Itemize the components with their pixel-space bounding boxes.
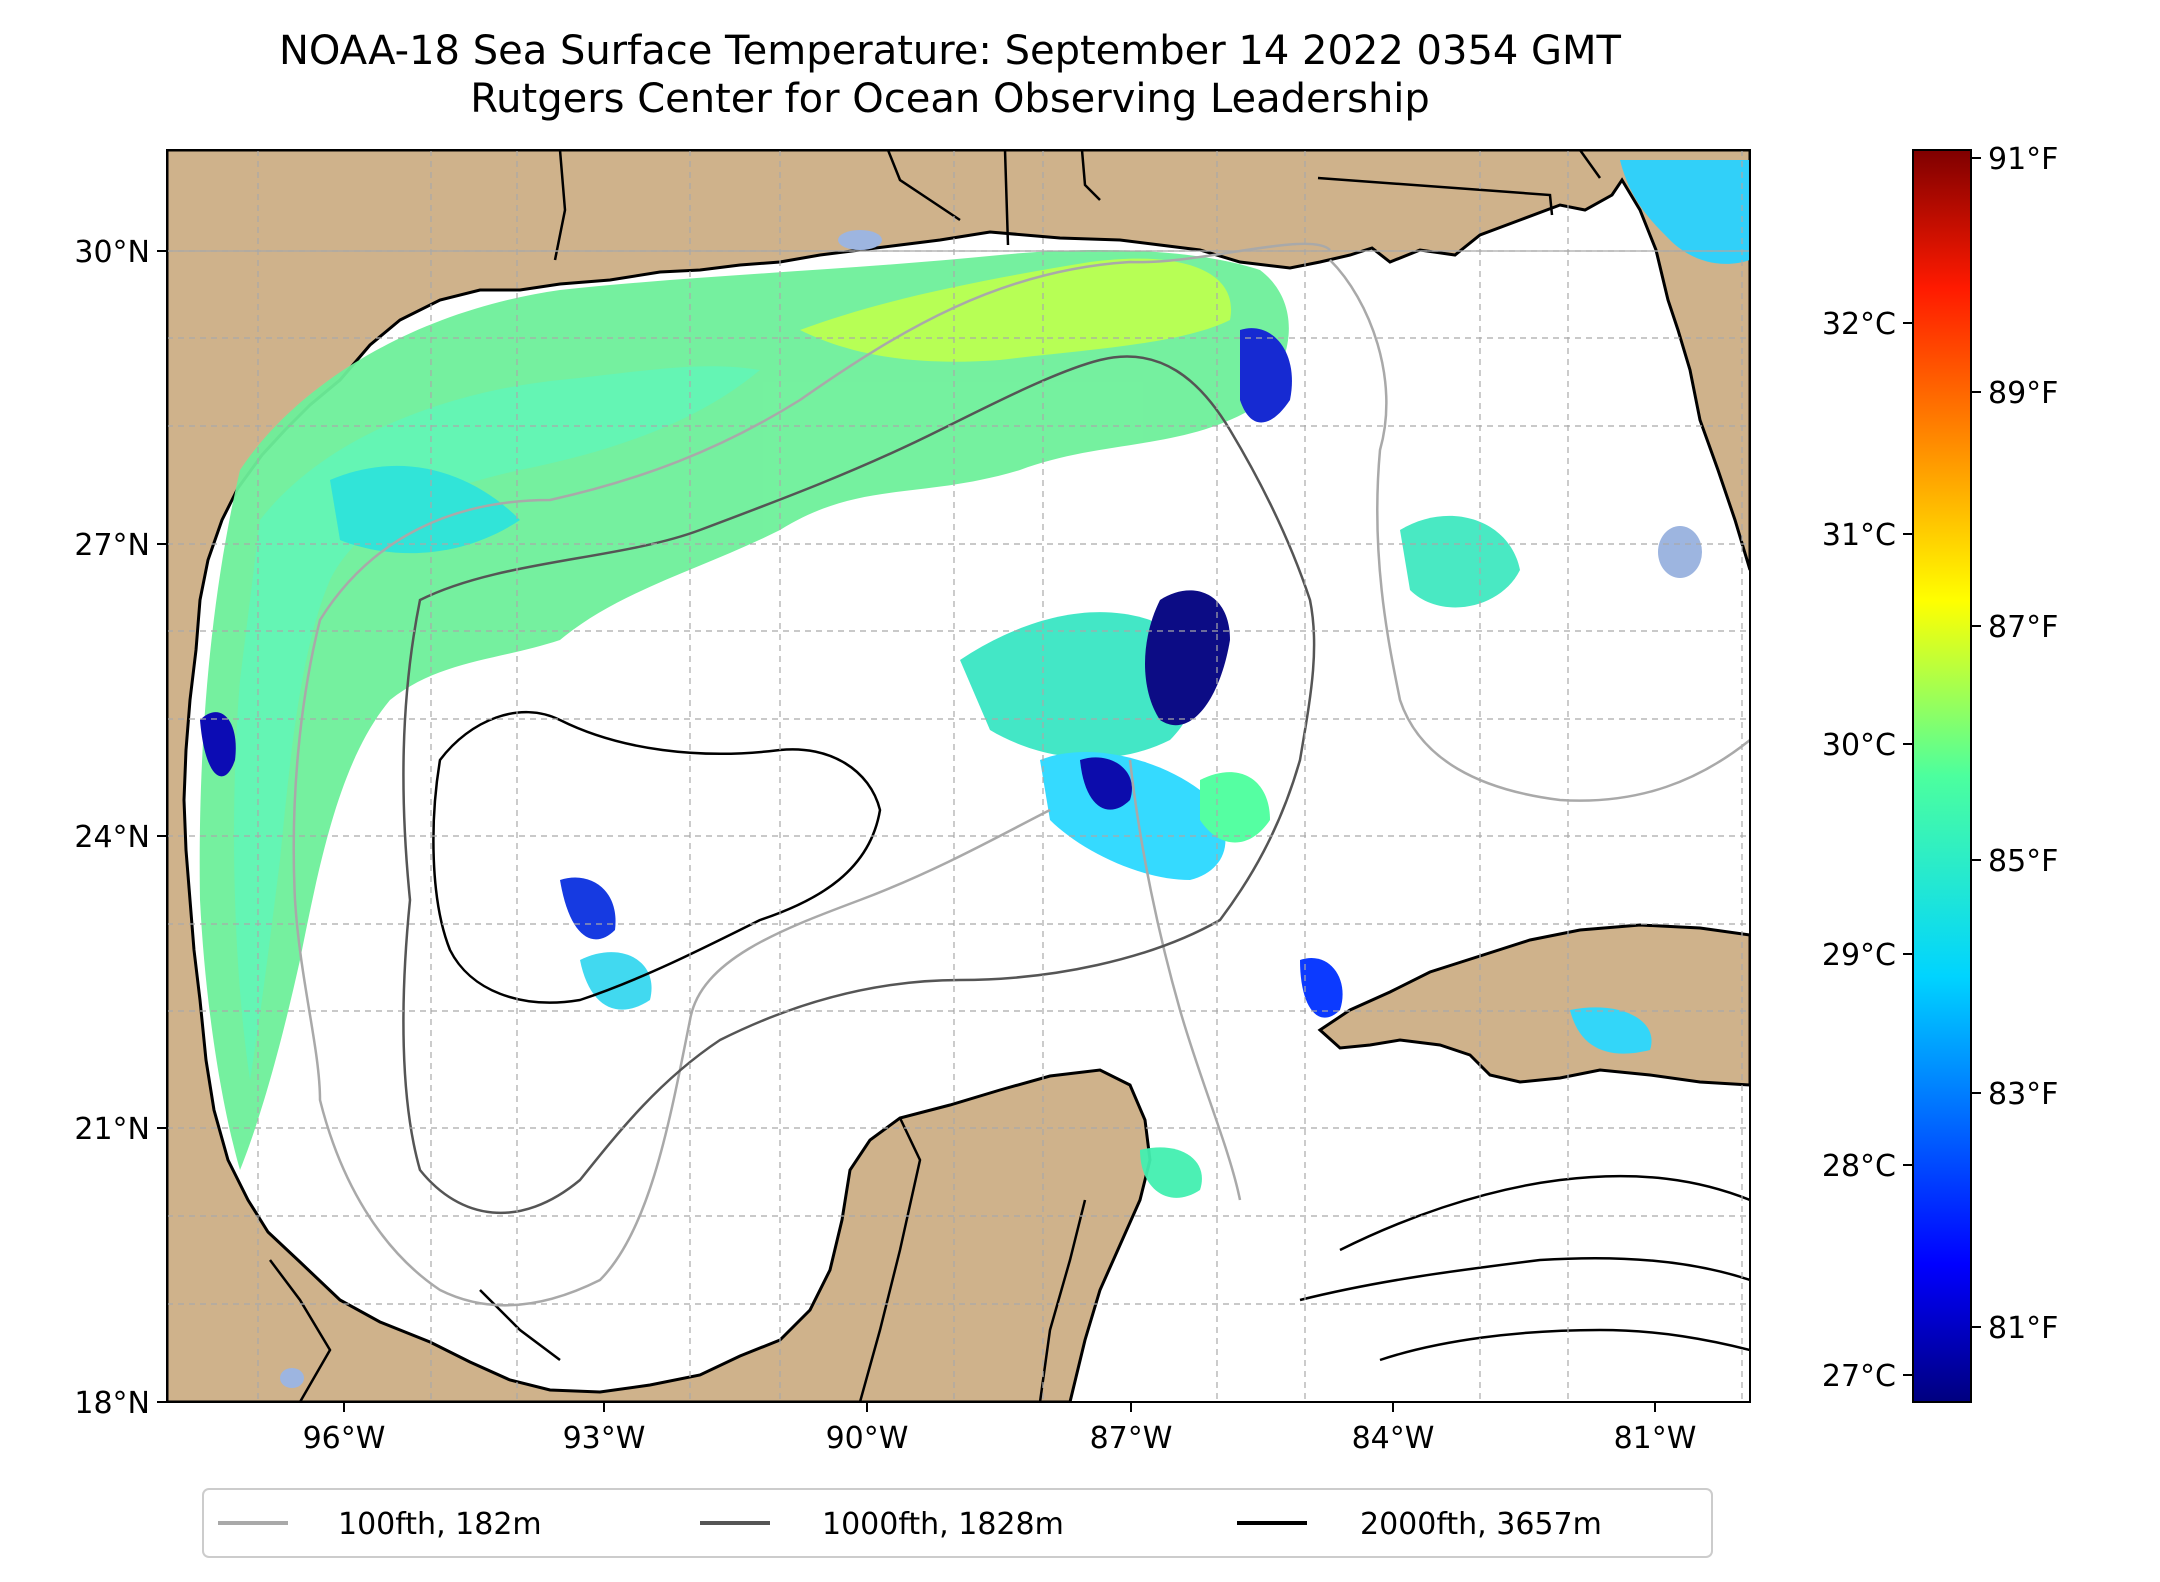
lat-tick-label: 18°N [74,1386,150,1421]
lat-tick-label: 21°N [74,1112,150,1147]
lat-tick-label: 27°N [74,528,150,563]
legend-item-2000fth: 2000fth, 3657m [1237,1507,1602,1542]
map-frame [166,149,1751,1403]
lon-tick-label: 84°W [1352,1421,1435,1456]
celsius-tick-label: 31°C [1822,518,1896,553]
celsius-tick-label: 30°C [1822,728,1896,763]
legend: 100fth, 182m 1000fth, 1828m 2000fth, 365… [202,1488,1713,1558]
lake-okeechobee [1658,526,1702,578]
celsius-tick-label: 29°C [1822,938,1896,973]
fahrenheit-tick-label: 89°F [1988,376,2058,411]
fahrenheit-tick-label: 91°F [1988,142,2058,177]
map-title: NOAA-18 Sea Surface Temperature: Septemb… [279,28,1621,74]
lat-axis: 30°N 27°N 24°N 21°N 18°N [74,235,167,1421]
legend-label: 1000fth, 1828m [822,1507,1064,1542]
fahrenheit-tick-label: 81°F [1988,1311,2058,1346]
legend-label: 2000fth, 3657m [1360,1507,1602,1542]
legend-label: 100fth, 182m [338,1507,542,1542]
lake-mexico [280,1368,304,1388]
lon-axis: 96°W 93°W 90°W 87°W 84°W 81°W [303,1402,1697,1456]
fahrenheit-tick-label: 85°F [1988,844,2058,879]
legend-item-100fth: 100fth, 182m [218,1507,542,1542]
fahrenheit-tick-label: 87°F [1988,610,2058,645]
celsius-tick-label: 32°C [1822,307,1896,342]
map-subtitle: Rutgers Center for Ocean Observing Leade… [470,76,1430,122]
legend-item-1000fth: 1000fth, 1828m [700,1507,1064,1542]
bathymetry-1000fth [402,355,1316,1215]
lon-tick-label: 87°W [1090,1421,1173,1456]
state-borders [269,150,1602,1402]
lon-tick-label: 81°W [1614,1421,1697,1456]
lon-tick-label: 90°W [826,1421,909,1456]
lake-pontchartrain [838,230,882,250]
colorbar-gradient [1912,149,1972,1403]
gridlines [167,150,1750,1402]
legend-box [202,1488,1713,1558]
celsius-tick-label: 27°C [1822,1359,1896,1394]
colorbar: 91°F 89°F 87°F 85°F 83°F 81°F 32°C 31°C … [1822,142,2058,1403]
map-panel [167,150,1750,1402]
lat-tick-label: 30°N [74,235,150,270]
bathymetry-100fth [292,242,1750,1307]
lon-tick-label: 93°W [563,1421,646,1456]
lat-tick-label: 24°N [74,820,150,855]
lon-tick-label: 96°W [303,1421,386,1456]
bathymetry-2000fth [432,711,1750,1362]
fahrenheit-tick-label: 83°F [1988,1077,2058,1112]
celsius-tick-label: 28°C [1822,1149,1896,1184]
